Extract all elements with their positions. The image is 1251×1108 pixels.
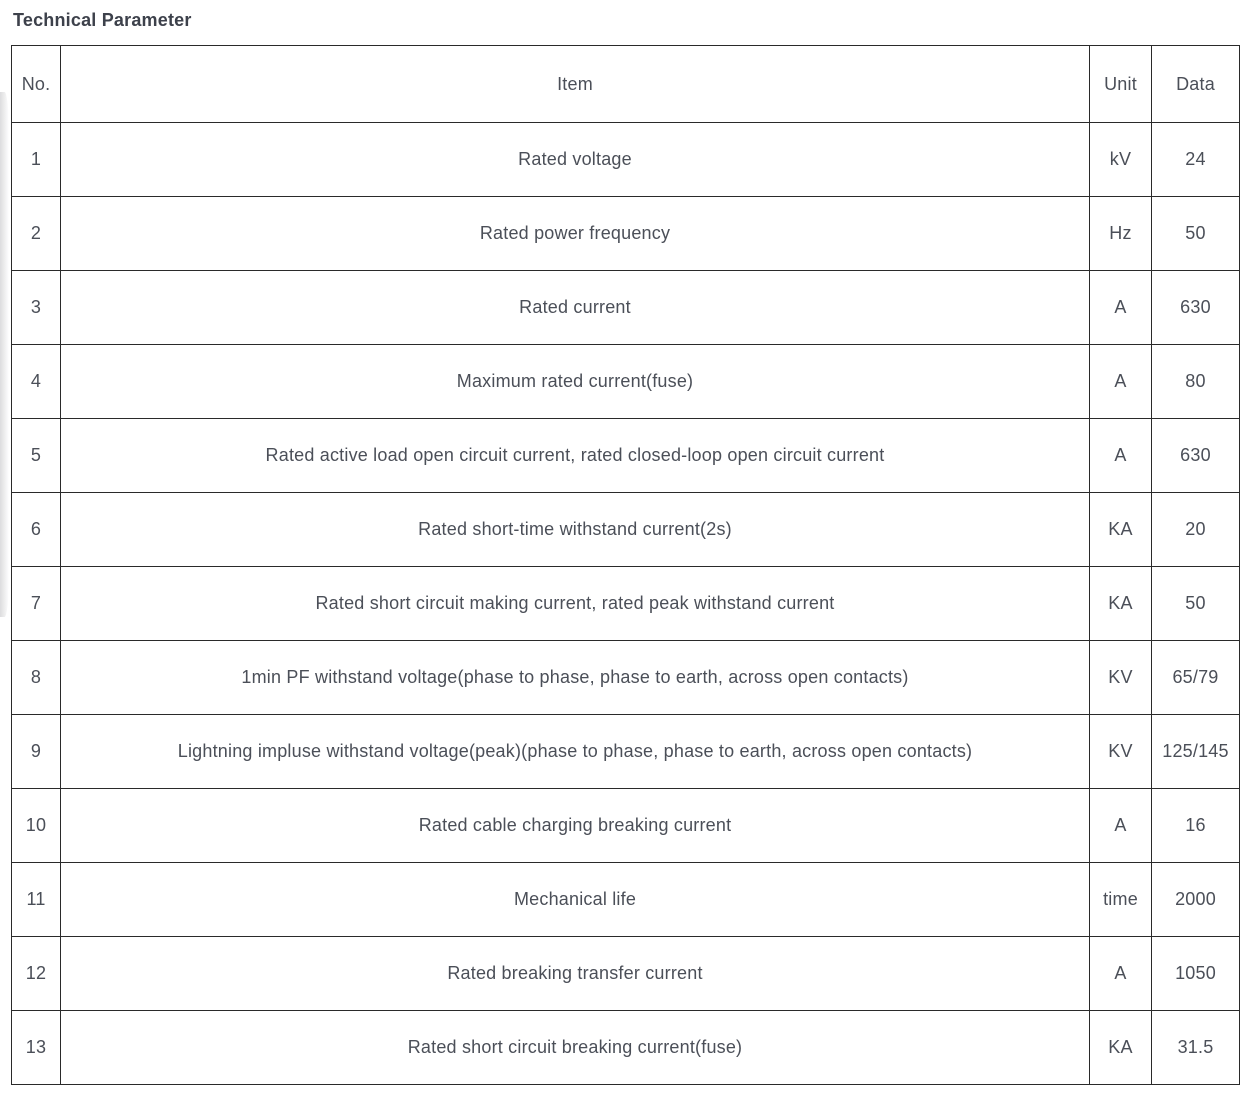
cell-data: 24: [1151, 122, 1240, 197]
cell-data: 2000: [1151, 862, 1240, 937]
cell-item: Mechanical life: [60, 862, 1090, 937]
table-row: 4 Maximum rated current(fuse) A 80: [11, 344, 1240, 419]
cell-no: 5: [11, 418, 61, 493]
cell-no: 12: [11, 936, 61, 1011]
cell-no: 4: [11, 344, 61, 419]
cell-item: Rated cable charging breaking current: [60, 788, 1090, 863]
table-row: 13 Rated short circuit breaking current(f…: [11, 1010, 1240, 1085]
cell-data: 80: [1151, 344, 1240, 419]
table-row: 6 Rated short-time withstand current(2s) K…: [11, 492, 1240, 567]
cell-item: Rated short circuit breaking current(fus…: [60, 1010, 1090, 1085]
cell-data: 50: [1151, 566, 1240, 641]
cell-data: 50: [1151, 196, 1240, 271]
table-row: 7 Rated short circuit making current, rat…: [11, 566, 1240, 641]
cell-data: 630: [1151, 270, 1240, 345]
cell-item: Maximum rated current(fuse): [60, 344, 1090, 419]
cell-item: Rated power frequency: [60, 196, 1090, 271]
cell-item: Rated short circuit making current, rate…: [60, 566, 1090, 641]
cell-no: 7: [11, 566, 61, 641]
cell-unit: kV: [1089, 122, 1152, 197]
cell-item: Rated short-time withstand current(2s): [60, 492, 1090, 567]
cell-item: 1min PF withstand voltage(phase to phase…: [60, 640, 1090, 715]
cell-no: 2: [11, 196, 61, 271]
table-row: 9 Lightning impluse withstand voltage(pea…: [11, 714, 1240, 789]
cell-data: 16: [1151, 788, 1240, 863]
cell-no: 13: [11, 1010, 61, 1085]
cell-no: 11: [11, 862, 61, 937]
cell-unit: KV: [1089, 640, 1152, 715]
cell-unit: Hz: [1089, 196, 1152, 271]
cell-unit: A: [1089, 418, 1152, 493]
cell-no: 8: [11, 640, 61, 715]
cell-no: 9: [11, 714, 61, 789]
cell-unit: A: [1089, 936, 1152, 1011]
cell-data: 1050: [1151, 936, 1240, 1011]
table-header-row: No. Item Unit Data: [11, 45, 1240, 123]
cell-data: 65/79: [1151, 640, 1240, 715]
cell-unit: A: [1089, 344, 1152, 419]
cell-item: Rated breaking transfer current: [60, 936, 1090, 1011]
cell-no: 6: [11, 492, 61, 567]
cell-unit: A: [1089, 788, 1152, 863]
cell-item: Rated voltage: [60, 122, 1090, 197]
table-row: 12 Rated breaking transfer current A 1050: [11, 936, 1240, 1011]
cell-data: 125/145: [1151, 714, 1240, 789]
table-row: 3 Rated current A 630: [11, 270, 1240, 345]
header-unit: Unit: [1089, 45, 1152, 123]
cell-unit: time: [1089, 862, 1152, 937]
table-row: 2 Rated power frequency Hz 50: [11, 196, 1240, 271]
table-row: 10 Rated cable charging breaking current A…: [11, 788, 1240, 863]
header-item: Item: [60, 45, 1090, 123]
cell-unit: KA: [1089, 566, 1152, 641]
header-no: No.: [11, 45, 61, 123]
page-edge-shadow: [0, 92, 9, 617]
page-title: Technical Parameter: [13, 10, 192, 30]
cell-no: 3: [11, 270, 61, 345]
cell-item: Rated current: [60, 270, 1090, 345]
cell-unit: A: [1089, 270, 1152, 345]
cell-unit: KA: [1089, 1010, 1152, 1085]
cell-item: Rated active load open circuit current, …: [60, 418, 1090, 493]
cell-data: 31.5: [1151, 1010, 1240, 1085]
cell-data: 20: [1151, 492, 1240, 567]
cell-data: 630: [1151, 418, 1240, 493]
table-row: 8 1min PF withstand voltage(phase to phas…: [11, 640, 1240, 715]
table-row: 1 Rated voltage kV 24: [11, 122, 1240, 197]
cell-no: 10: [11, 788, 61, 863]
cell-unit: KA: [1089, 492, 1152, 567]
cell-item: Lightning impluse withstand voltage(peak…: [60, 714, 1090, 789]
cell-unit: KV: [1089, 714, 1152, 789]
technical-parameter-table: No. Item Unit Data 1 Rated voltage kV 24 2 Ra…: [11, 45, 1240, 1085]
header-data: Data: [1151, 45, 1240, 123]
table-row: 11 Mechanical life time 2000: [11, 862, 1240, 937]
table-row: 5 Rated active load open circuit current,…: [11, 418, 1240, 493]
cell-no: 1: [11, 122, 61, 197]
